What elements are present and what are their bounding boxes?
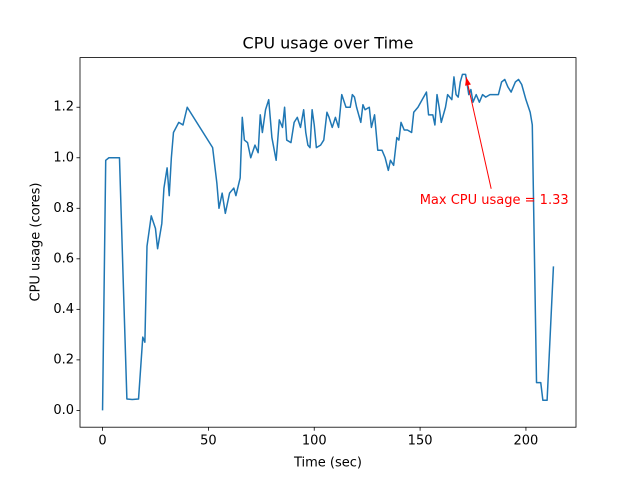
- x-tick-label: 150: [408, 434, 433, 449]
- y-tick-label: 0.2: [53, 352, 74, 367]
- y-tick-label: 0.4: [53, 302, 74, 317]
- x-tick-label: 50: [200, 434, 217, 449]
- x-tick-label: 200: [514, 434, 539, 449]
- chart-title: CPU usage over Time: [243, 34, 414, 53]
- x-axis-label: Time (sec): [293, 456, 362, 471]
- y-tick-label: 0.6: [53, 251, 74, 266]
- y-tick-label: 0.0: [53, 403, 74, 418]
- annotation-arrow: [465, 77, 492, 189]
- y-tick-label: 1.2: [53, 100, 74, 115]
- x-tick-label: 100: [302, 434, 327, 449]
- y-tick-label: 0.8: [53, 201, 74, 216]
- annotation-arrowhead: [465, 77, 471, 86]
- annotation-text: Max CPU usage = 1.33: [420, 193, 569, 208]
- x-tick-label: 0: [98, 434, 106, 449]
- y-tick-label: 1.0: [53, 150, 74, 165]
- data-line: [101, 73, 555, 411]
- y-axis-label: CPU usage (cores): [29, 183, 44, 302]
- plot-frame: [79, 57, 577, 428]
